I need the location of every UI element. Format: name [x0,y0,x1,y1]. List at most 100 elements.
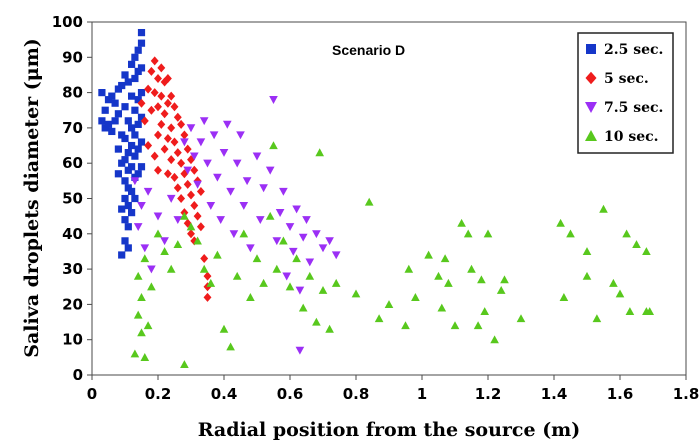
data-point [437,303,447,312]
data-point [131,152,139,160]
data-point [118,205,126,213]
data-point [134,96,142,104]
legend-markers [585,44,597,141]
data-point [203,292,212,302]
data-point [298,303,308,312]
data-point [279,236,288,245]
data-point [114,170,122,178]
x-tick-label: 0.6 [277,385,304,403]
data-point [374,314,384,323]
data-point [124,149,132,157]
legend-marker [585,102,597,113]
data-point [203,159,212,168]
data-point [315,148,325,157]
x-tick-label: 1.4 [541,385,568,403]
data-point [167,155,176,165]
data-point [131,53,139,61]
data-point [177,194,186,203]
data-point [209,131,219,140]
legend-label-5-sec: 5 sec. [604,71,649,87]
data-point [351,289,361,298]
data-point [239,229,249,238]
data-point [167,123,176,133]
scenario-annotation: Scenario D [332,42,405,58]
data-point [213,250,222,259]
data-point [166,194,176,203]
x-tick-label: 0.4 [211,385,238,403]
data-point [269,96,278,104]
data-point [124,201,132,210]
data-point [331,251,341,260]
data-point [272,264,282,273]
y-tick-label: 10 [62,331,83,349]
data-point [186,222,196,231]
data-point [137,39,146,47]
data-point [592,314,602,323]
data-point [137,98,146,108]
data-point [154,165,162,175]
y-tick-label: 0 [73,366,83,384]
data-point [226,342,235,351]
data-point [259,184,268,193]
data-point [183,218,192,228]
data-point [196,138,206,147]
data-point [199,264,209,273]
legend-marker [585,130,597,141]
data-point [133,223,143,232]
data-point [292,205,301,214]
data-point [130,349,140,358]
series-5-sec [137,56,212,302]
data-point [252,152,262,161]
data-point [180,360,189,369]
data-point [199,117,209,126]
data-point [480,307,490,316]
data-point [157,119,166,129]
data-point [477,275,486,284]
data-point [252,254,262,263]
data-point [180,169,189,179]
data-point [404,264,414,273]
data-point [121,194,129,203]
data-point [180,130,189,140]
data-point [632,240,641,248]
data-point [180,138,189,147]
data-point [196,222,205,232]
data-point [121,134,129,143]
data-point [645,307,655,316]
data-point [147,282,156,291]
x-tick-label: 1 [417,385,427,403]
data-point [190,201,199,211]
data-point [236,131,245,140]
data-point [193,211,202,221]
data-point [108,127,116,136]
y-axis-title: Saliva droplets diameter (μm) [21,38,43,358]
data-point [318,244,328,253]
data-point [137,328,146,337]
series-2-5-sec [98,28,146,259]
data-point [187,229,195,239]
legend-marker [585,71,597,85]
data-point [434,271,443,280]
data-point [147,66,156,76]
data-point [160,144,169,154]
data-point [265,211,275,220]
data-point [302,216,311,224]
data-point [160,109,169,119]
data-point [163,98,172,108]
data-point [143,321,153,330]
data-point [124,244,132,252]
data-point [154,102,162,112]
data-point [285,282,295,291]
data-point [153,212,163,221]
data-point [609,278,618,287]
data-point [559,293,569,301]
data-point [226,187,235,196]
data-point [121,177,129,185]
data-point [190,165,199,175]
data-point [189,152,199,161]
data-point [163,169,172,179]
data-point [147,265,156,274]
data-point [285,223,295,232]
data-point [642,247,651,256]
data-point [114,145,122,153]
